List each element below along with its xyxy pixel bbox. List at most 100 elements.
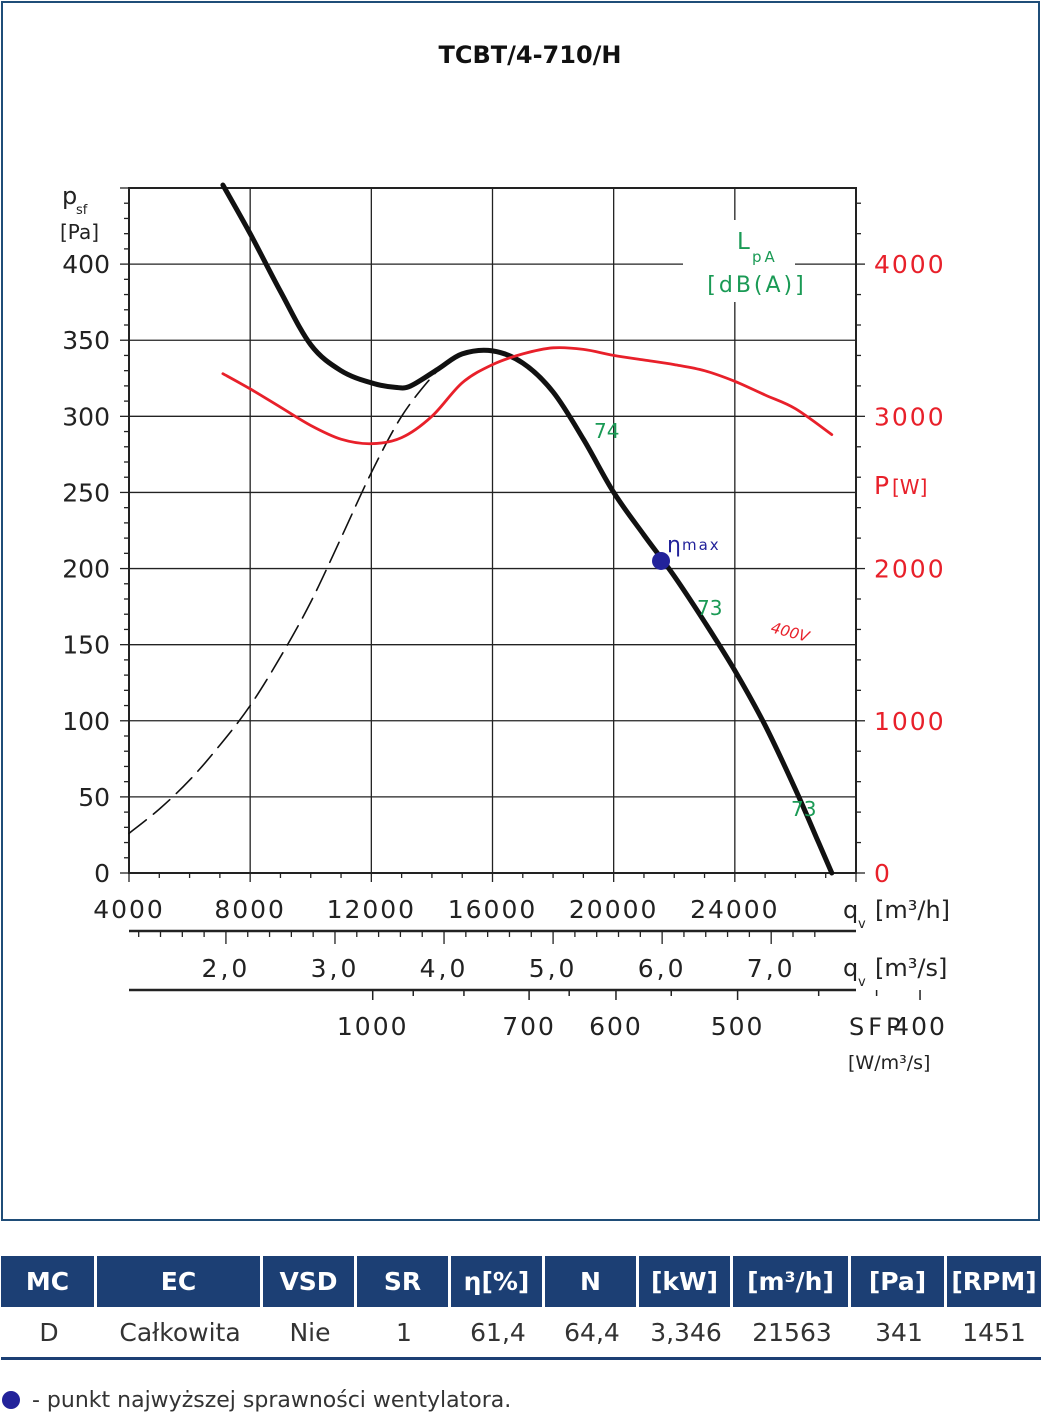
cell-vsd: Nie: [263, 1307, 357, 1360]
noise-label-sub: pA: [752, 248, 778, 266]
cell-mc: D: [1, 1307, 97, 1360]
power-axis-unit: [W]: [892, 475, 927, 499]
series-line-1: [128, 362, 448, 835]
table-row: D Całkowita Nie 1 61,4 64,4 3,346 21563 …: [1, 1307, 1041, 1360]
eta-max-point: [652, 551, 671, 570]
y-axis-label: p: [62, 182, 77, 210]
header-sr: SR: [357, 1256, 451, 1307]
noise-legend-bg: [683, 220, 795, 302]
sfp-tick-label: 600: [589, 1012, 643, 1041]
chart-title: TCBT/4-710/H: [438, 41, 621, 69]
x-tick-label: 8000: [214, 895, 286, 924]
header-pa: [Pa]: [851, 1256, 947, 1307]
power-curve-label: 400V: [769, 618, 813, 646]
y-tick-label: 0: [94, 859, 110, 888]
table-header-row: MC EC VSD SR η[%] N [kW] [m³/h] [Pa] [RP…: [1, 1256, 1041, 1307]
y-axis-sub: sf: [76, 203, 88, 218]
noise-values: 74 73 73: [594, 419, 816, 821]
sfp-tick-label: 400: [893, 1012, 947, 1041]
header-vsd: VSD: [263, 1256, 357, 1307]
eta-max-dot-icon: [2, 1391, 20, 1409]
spec-table: MC EC VSD SR η[%] N [kW] [m³/h] [Pa] [RP…: [1, 1256, 1041, 1360]
x-tick-labels: 4000 8000 12000 16000 20000 24000: [93, 895, 780, 924]
eta-max-label: η: [667, 533, 681, 558]
y2-tick-label: 0: [874, 859, 892, 888]
x-axis-label: q: [843, 896, 858, 924]
x-tick-label: 24000: [690, 895, 780, 924]
chart-frame: [1, 1, 1040, 1221]
x-axis-unit: [m³/h]: [875, 896, 950, 924]
series-line-2: [221, 346, 834, 446]
y-tick-label: 100: [62, 707, 110, 736]
cell-sr: 1: [357, 1307, 451, 1360]
sfp-tick-labels: 1000 700 600 500 400: [337, 1012, 947, 1041]
noise-unit: [dB(A)]: [707, 273, 806, 298]
x-axis-sub: v: [858, 917, 866, 932]
x-axis-title: q v [m³/h] q v [m³/s] SFP [W/m³/s]: [843, 896, 950, 1074]
footnote: - punkt najwyższej sprawności wentylator…: [2, 1386, 511, 1414]
x2-tick-label: 7,0: [747, 954, 796, 983]
noise-value-73a: 73: [697, 596, 722, 620]
cell-kw: 3,346: [639, 1307, 733, 1360]
x2-axis-unit: [m³/s]: [875, 954, 947, 982]
y-tick-label: 50: [78, 783, 110, 812]
y2-tick-label: 2000: [874, 555, 946, 584]
grid: [128, 187, 857, 874]
cell-eta: 61,4: [451, 1307, 545, 1360]
x2-axis-sub: v: [858, 975, 866, 990]
x2-tick-labels: 2,0 3,0 4,0 5,0 6,0 7,0: [202, 954, 796, 983]
series: [128, 182, 835, 876]
footnote-text: - punkt najwyższej sprawności wentylator…: [32, 1387, 512, 1413]
x-tick-label: 4000: [93, 895, 165, 924]
noise-label: L: [737, 229, 750, 255]
header-mc: MC: [1, 1256, 97, 1307]
y-axis-unit: [Pa]: [60, 220, 99, 244]
y-tick-label: 250: [62, 478, 110, 507]
noise-value-74: 74: [594, 419, 619, 443]
header-eta: η[%]: [451, 1256, 545, 1307]
sfp-axis-label: SFP: [849, 1013, 905, 1041]
y2-tick-label: 4000: [874, 250, 946, 279]
header-n: N: [545, 1256, 639, 1307]
x2-tick-label: 4,0: [420, 954, 469, 983]
header-rpm: [RPM]: [947, 1256, 1041, 1307]
sfp-axis-unit: [W/m³/s]: [848, 1052, 930, 1074]
sfp-tick-label: 1000: [337, 1012, 409, 1041]
header-flow: [m³/h]: [733, 1256, 851, 1307]
noise-value-73b: 73: [791, 797, 816, 821]
cell-n: 64,4: [545, 1307, 639, 1360]
x-tick-label: 20000: [569, 895, 659, 924]
y2-tick-label: 1000: [874, 707, 946, 736]
y2-tick-label: 3000: [874, 402, 946, 431]
eta-max-sub: max: [682, 536, 721, 554]
axis-ticks: [120, 187, 921, 1000]
fan-curve-chart: TCBT/4-710/H p sf [Pa] 0 50 100 150 200 250 30…: [60, 41, 950, 1074]
y-tick-label: 400: [62, 250, 110, 279]
cell-flow: 21563: [733, 1307, 851, 1360]
y-axis-title: p sf [Pa]: [60, 182, 99, 244]
y-tick-label: 200: [62, 555, 110, 584]
series-line-0: [220, 182, 835, 876]
power-axis-label: P: [874, 471, 889, 500]
cell-rpm: 1451: [947, 1307, 1041, 1360]
y2-tick-labels: 0 1000 2000 3000 4000: [874, 250, 946, 888]
header-kw: [kW]: [639, 1256, 733, 1307]
y-tick-label: 300: [62, 402, 110, 431]
y2-axis-title: P [W]: [874, 471, 927, 500]
x2-tick-label: 6,0: [638, 954, 687, 983]
x-tick-label: 12000: [327, 895, 417, 924]
y-tick-label: 150: [62, 631, 110, 660]
y-tick-labels: 0 50 100 150 200 250 300 350 400: [62, 250, 110, 888]
sfp-tick-label: 700: [502, 1012, 556, 1041]
x2-axis-label: q: [843, 954, 858, 982]
y-tick-label: 350: [62, 326, 110, 355]
sfp-tick-label: 500: [711, 1012, 765, 1041]
x2-tick-label: 3,0: [311, 954, 360, 983]
cell-pa: 341: [851, 1307, 947, 1360]
eta-max-marker: η max: [652, 533, 721, 570]
cell-ec: Całkowita: [97, 1307, 263, 1360]
x2-tick-label: 2,0: [202, 954, 251, 983]
noise-legend: L pA [dB(A)]: [683, 220, 806, 302]
x-tick-label: 16000: [448, 895, 538, 924]
x2-tick-label: 5,0: [529, 954, 578, 983]
